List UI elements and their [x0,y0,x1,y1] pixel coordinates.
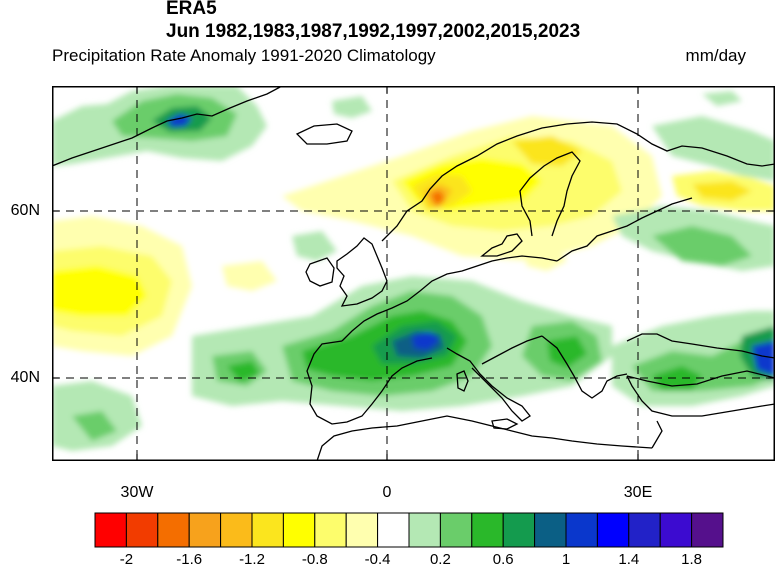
colorbar-box [628,512,661,548]
colorbar-label: 0.6 [492,551,514,568]
colorbar-label: 1 [561,551,571,568]
colorbar-label: 0.2 [429,551,451,568]
lon-label-0: 0 [382,484,392,501]
colorbar-label: -2 [119,551,134,568]
colorbar-label: -0.8 [301,551,328,568]
colorbar-label: -0.4 [364,551,391,568]
graticule [52,86,775,461]
anomaly-field [52,86,775,451]
lat-label-60n: 60N [10,202,40,219]
lat-label-40n: 40N [10,369,40,386]
dataset-title: ERA5 [166,0,217,19]
units-label: mm/day [685,46,746,65]
colorbar-box [345,512,379,548]
map-frame [52,86,775,461]
colorbar-box [471,512,504,548]
colorbar-label: -1.2 [239,551,265,568]
colorbar-box [439,512,473,548]
colorbar-box [94,512,127,548]
colorbar-box [125,512,159,548]
coastlines [52,86,775,461]
lon-label-30e: 30E [623,484,653,501]
precipitation-anomaly-map [52,86,775,461]
lon-label-30w: 30W [120,484,154,501]
variable-subtitle: Precipitation Rate Anomaly 1991-2020 Cli… [52,46,436,65]
colorbar-box [220,512,253,548]
colorbar-label: 1.8 [681,551,703,568]
colorbar-box [408,512,441,548]
colorbar-box [565,512,598,548]
colorbar-label: 1.4 [618,551,640,568]
colorbar [94,512,724,548]
colorbar-box [314,512,347,548]
colorbar-box [502,512,536,548]
colorbar-box [659,512,693,548]
colorbar-box [534,512,567,548]
colorbar-box [188,512,222,548]
colorbar-box [251,512,284,548]
period-title: Jun 1982,1983,1987,1992,1997,2002,2015,2… [166,21,581,42]
colorbar-box [157,512,190,548]
colorbar-box [596,512,630,548]
colorbar-label: -1.6 [176,551,203,568]
colorbar-box [282,512,316,548]
colorbar-box [691,512,724,548]
colorbar-box [377,512,410,548]
